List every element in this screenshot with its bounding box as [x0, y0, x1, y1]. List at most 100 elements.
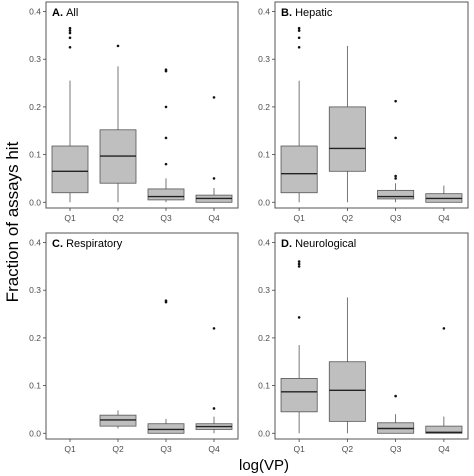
outlier-point [68, 36, 72, 40]
y-tick-label: 0.3 [258, 54, 270, 64]
y-tick-label: 0.0 [258, 197, 270, 207]
x-tick-label: Q1 [293, 213, 305, 223]
x-tick-label: Q4 [438, 444, 450, 454]
outlier-point [297, 29, 301, 32]
panel-title-letter: D. [281, 238, 295, 250]
outlier-point [297, 46, 301, 49]
y-tick-label: 0.1 [258, 381, 270, 391]
box-q2 [328, 45, 366, 203]
x-tick-label: Q2 [342, 444, 354, 454]
outlier-point [164, 68, 168, 72]
outlier-point [164, 162, 168, 166]
outlier-point [116, 44, 120, 48]
y-tick-label: 0.2 [29, 333, 41, 343]
box-q4 [425, 327, 463, 434]
x-tick-label: Q3 [390, 444, 402, 454]
panel-title-text: Hepatic [295, 7, 333, 19]
outlier-point [394, 177, 397, 180]
y-tick-label: 0.2 [29, 102, 41, 112]
outlier-point [394, 136, 397, 140]
panel-title-text: Neurological [295, 238, 356, 250]
panel-3: 0.0 0.1 0.2 0.3 0.4 Q1 Q2 Q3 Q4 C. Respiratory [29, 232, 239, 454]
outlier-point [394, 99, 397, 103]
outlier-point [297, 265, 301, 268]
box-q3 [147, 299, 185, 434]
box-q4 [195, 327, 233, 434]
outlier-point [212, 177, 216, 180]
x-tick-label: Q1 [64, 213, 76, 223]
panel-4: 0.0 0.1 0.2 0.3 0.4 Q1 Q2 Q3 Q4 D. Neurological [258, 232, 469, 454]
panel-title-text: All [66, 7, 78, 19]
box-body [99, 414, 137, 427]
panel-title: C. Respiratory [52, 238, 123, 250]
y-tick-label: 0.1 [29, 381, 41, 391]
x-tick-label: Q2 [342, 213, 354, 223]
panel-title-letter: C. [52, 238, 66, 250]
box-q3 [147, 68, 185, 203]
box-q3 [377, 394, 415, 434]
box-body [377, 189, 415, 200]
x-tick-label: Q1 [64, 444, 76, 454]
outlier-point [164, 136, 168, 140]
y-tick-label: 0.1 [258, 150, 270, 160]
y-tick-label: 0.4 [29, 238, 41, 248]
x-tick-label: Q1 [293, 444, 305, 454]
y-tick-label: 0.4 [258, 238, 270, 248]
panel-1: 0.0 0.1 0.2 0.3 0.4 Q1 Q2 Q3 Q4 A. All [29, 1, 239, 223]
outlier-point [297, 316, 301, 319]
box-q1 [280, 260, 318, 434]
x-tick-label: Q4 [208, 444, 220, 454]
x-tick-label: Q2 [112, 213, 124, 223]
outlier-point [68, 46, 72, 49]
y-tick-label: 0.3 [258, 285, 270, 295]
panel-title-letter: B. [281, 7, 295, 19]
outlier-point [297, 26, 301, 30]
panel-title: B. Hepatic [281, 7, 333, 19]
x-tick-label: Q2 [112, 444, 124, 454]
outlier-point [164, 105, 168, 109]
box-body [280, 378, 318, 413]
y-tick-label: 0.0 [29, 197, 41, 207]
outlier-point [394, 174, 397, 178]
x-axis-label: log(VP) [239, 457, 289, 474]
box-q2 [328, 297, 366, 434]
outlier-point [212, 96, 216, 99]
box-q2 [99, 44, 137, 203]
box-q4 [425, 185, 463, 203]
panel-title: A. All [52, 7, 78, 19]
x-tick-label: Q4 [438, 213, 450, 223]
box-body [280, 145, 318, 194]
panel-2: 0.0 0.1 0.2 0.3 0.4 Q1 Q2 Q3 Q4 B. Hepatic [258, 1, 469, 223]
y-tick-label: 0.2 [258, 333, 270, 343]
box-body [328, 106, 366, 172]
y-tick-label: 0.0 [29, 428, 41, 438]
box-q3 [377, 99, 415, 203]
panel-title-text: Respiratory [66, 238, 123, 250]
outlier-point [68, 26, 72, 30]
outlier-point [394, 394, 397, 398]
box-body [425, 425, 463, 434]
y-tick-label: 0.4 [29, 7, 41, 17]
y-tick-label: 0.4 [258, 7, 270, 17]
outlier-point [68, 29, 72, 32]
box-body [147, 423, 185, 434]
outlier-point [68, 31, 72, 35]
outlier-point [164, 299, 168, 303]
box-body [51, 145, 89, 194]
box-q1 [51, 26, 89, 203]
x-tick-label: Q3 [160, 213, 172, 223]
outlier-point [212, 327, 216, 330]
outlier-point [442, 327, 446, 330]
panels: 0.00.10.20.30.4Q1 Q2 Q3 Q4A. All0.00.10.20.… [29, 1, 469, 454]
y-tick-label: 0.3 [29, 285, 41, 295]
box-q4 [195, 96, 233, 203]
x-tick-label: Q3 [390, 213, 402, 223]
x-tick-label: Q3 [160, 444, 172, 454]
outlier-point [297, 36, 301, 40]
outlier-point [297, 262, 301, 266]
panel-frame [45, 232, 239, 440]
y-tick-label: 0.0 [258, 428, 270, 438]
y-tick-label: 0.3 [29, 54, 41, 64]
outlier-point [212, 407, 216, 410]
